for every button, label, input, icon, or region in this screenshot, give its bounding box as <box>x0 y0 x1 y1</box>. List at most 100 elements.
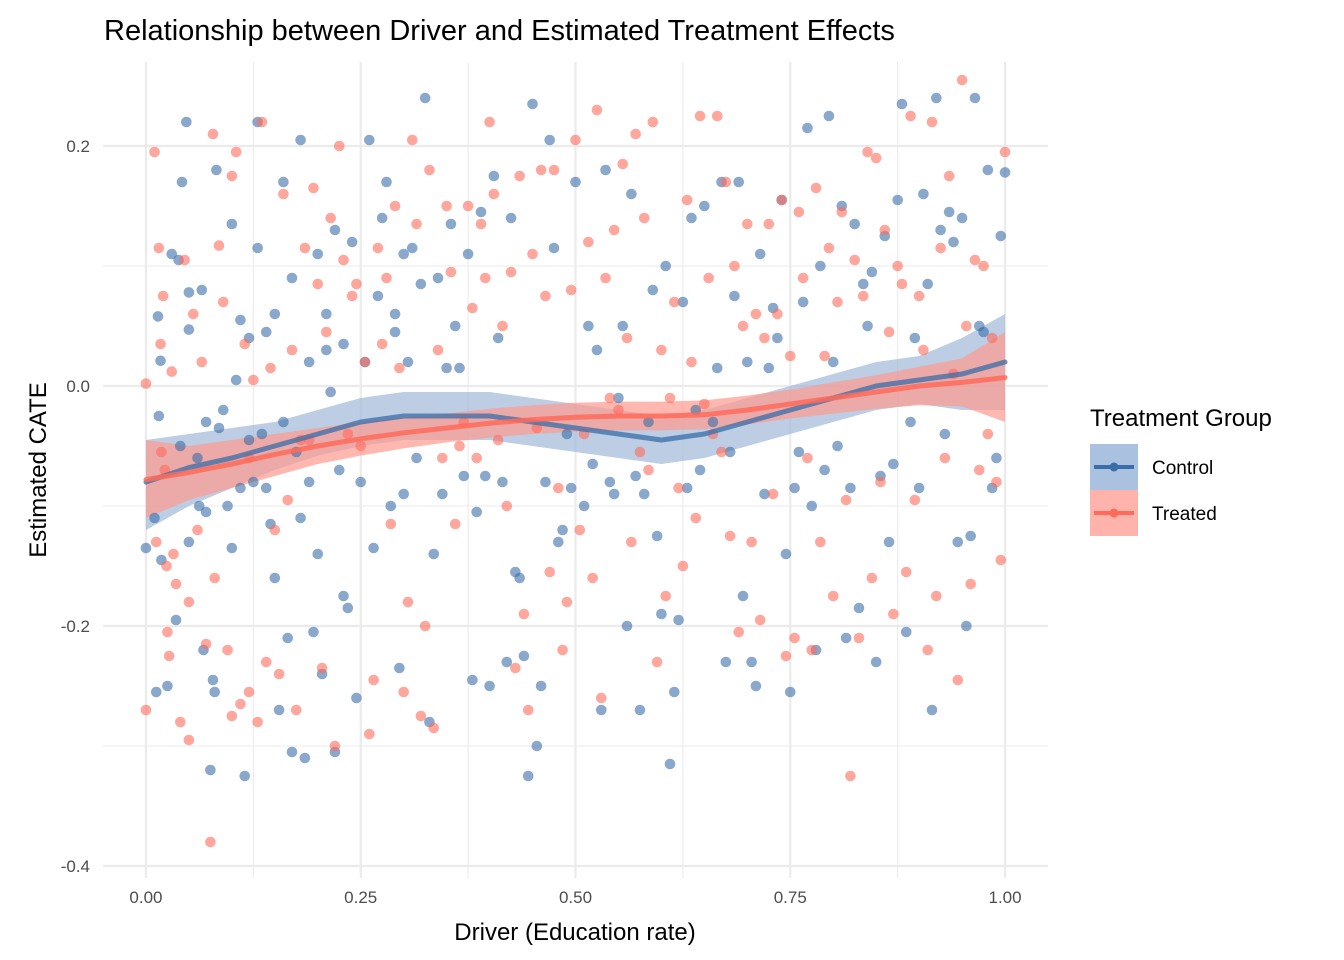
data-point-control <box>849 218 861 230</box>
data-point-treated <box>836 206 848 218</box>
data-point-control <box>428 548 440 560</box>
data-point-treated <box>866 572 878 584</box>
data-point-treated <box>677 560 689 572</box>
data-point-treated <box>626 536 637 548</box>
data-point-control <box>600 164 611 176</box>
data-point-treated <box>183 734 195 746</box>
data-point-treated <box>161 560 172 572</box>
data-point-control <box>561 428 573 440</box>
x-tick-label: 0.75 <box>774 888 807 907</box>
data-point-treated <box>183 596 195 608</box>
data-point-treated <box>488 188 500 200</box>
data-point-control <box>965 530 976 542</box>
data-point-control <box>578 500 590 512</box>
data-point-treated <box>402 596 414 608</box>
data-point-treated <box>716 446 727 458</box>
data-point-control <box>557 524 568 536</box>
data-point-treated <box>239 338 251 350</box>
data-point-control <box>905 416 916 428</box>
data-point-treated <box>922 644 934 656</box>
data-point-treated <box>879 224 891 236</box>
data-point-treated <box>338 254 349 266</box>
data-point-control <box>939 428 951 440</box>
data-point-treated <box>961 320 972 332</box>
data-point-treated <box>557 644 568 656</box>
data-point-treated <box>815 536 826 548</box>
data-point-treated <box>329 740 341 752</box>
data-point-treated <box>510 662 521 674</box>
data-point-treated <box>574 524 586 536</box>
data-point-control <box>995 230 1007 242</box>
data-point-control <box>724 446 736 458</box>
data-point-control <box>961 620 972 632</box>
data-point-treated <box>290 704 302 716</box>
data-point-control <box>235 482 246 494</box>
data-point-treated <box>660 590 672 602</box>
data-point-control <box>772 332 783 344</box>
data-point-treated <box>883 326 895 338</box>
data-point-treated <box>703 272 714 284</box>
data-point-control <box>299 752 311 764</box>
data-point-treated <box>475 218 487 230</box>
data-point-control <box>329 224 341 236</box>
data-point-treated <box>853 632 865 644</box>
data-point-treated <box>681 194 693 206</box>
data-point-control <box>269 572 281 584</box>
data-point-treated <box>918 344 929 356</box>
data-point-control <box>248 476 259 488</box>
data-point-control <box>312 548 324 560</box>
data-point-control <box>333 464 345 476</box>
data-point-treated <box>170 578 182 590</box>
data-point-treated <box>888 608 899 620</box>
data-point-control <box>192 452 203 464</box>
data-point-control <box>385 500 397 512</box>
data-point-control <box>733 176 745 188</box>
data-point-treated <box>553 482 564 494</box>
data-point-control <box>862 320 873 332</box>
data-point-control <box>540 476 551 488</box>
legend: Treatment Group Control Treated <box>1090 405 1272 536</box>
data-point-control <box>969 92 981 104</box>
data-point-control <box>338 590 349 602</box>
data-point-control <box>325 386 336 398</box>
data-point-control <box>982 164 994 176</box>
data-point-treated <box>544 566 556 578</box>
data-point-control <box>175 440 186 452</box>
data-point-control <box>720 656 732 668</box>
data-point-control <box>389 308 401 320</box>
data-point-control <box>613 392 624 404</box>
data-point-treated <box>467 302 478 314</box>
data-point-treated <box>789 632 800 644</box>
data-point-treated <box>802 452 813 464</box>
data-point-control <box>754 248 766 260</box>
data-point-treated <box>260 656 272 668</box>
data-point-treated <box>411 218 422 230</box>
data-point-control <box>497 476 508 488</box>
data-point-treated <box>454 440 465 452</box>
data-point-control <box>630 470 641 482</box>
data-point-treated <box>905 110 916 122</box>
data-point-control <box>170 614 182 626</box>
data-point-treated <box>355 440 367 452</box>
data-point-control <box>355 476 367 488</box>
data-point-treated <box>737 320 749 332</box>
data-point-control <box>152 311 164 322</box>
data-point-control <box>338 338 349 350</box>
data-point-treated <box>265 362 276 374</box>
data-point-control <box>926 704 938 716</box>
data-point-treated <box>634 446 646 458</box>
data-point-treated <box>823 242 835 254</box>
data-point-control <box>252 242 263 254</box>
data-point-treated <box>832 296 843 308</box>
data-point-control <box>784 686 796 698</box>
data-point-control <box>681 482 693 494</box>
data-point-treated <box>359 356 371 368</box>
data-point-control <box>823 110 835 122</box>
data-point-control <box>900 626 912 638</box>
data-point-treated <box>780 650 792 662</box>
data-point-treated <box>226 710 238 722</box>
data-point-treated <box>471 452 483 464</box>
data-point-treated <box>162 626 173 638</box>
smooth-line-treated <box>143 375 1008 483</box>
